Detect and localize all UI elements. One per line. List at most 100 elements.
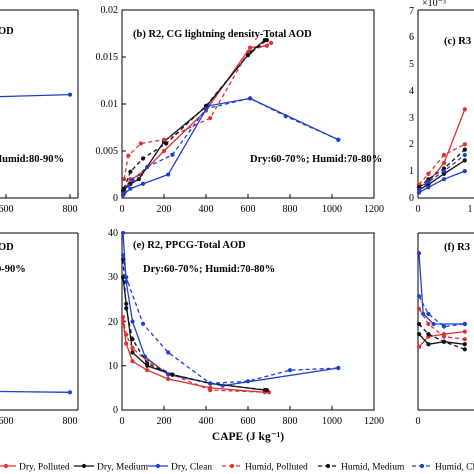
- series-line: [418, 308, 465, 340]
- series-line: [0, 390, 71, 393]
- series-line: [122, 39, 266, 191]
- data-point: [130, 345, 135, 351]
- data-point: [462, 337, 467, 342]
- y-tick-label: 0: [409, 193, 414, 204]
- data-point: [441, 339, 447, 344]
- data-point: [170, 152, 175, 157]
- x-tick-label: 1: [468, 204, 473, 215]
- x-tick-label: 1000: [322, 204, 342, 215]
- data-point: [136, 177, 141, 182]
- series-line: [418, 333, 465, 345]
- y-tick-label: 0.02: [101, 5, 119, 16]
- legend-marker: [229, 463, 235, 469]
- plot-frame: [121, 232, 375, 411]
- data-point: [462, 152, 467, 158]
- legend-label: Humid, Medium: [341, 463, 405, 473]
- legend-marker: [81, 463, 87, 469]
- data-point: [416, 187, 422, 193]
- series-line: [418, 154, 466, 191]
- data-point: [203, 106, 209, 111]
- x-tick-label: 200: [157, 416, 172, 427]
- data-point: [120, 253, 126, 258]
- panel-title: (e) R2, PPCG-Total AOD: [133, 240, 246, 251]
- panel-bottom-left: 600 800 OD 0-90%: [0, 232, 79, 427]
- data-point: [416, 332, 422, 337]
- y-tick-label: 1: [409, 166, 414, 177]
- panel-top-left: 600 800 OD Humid:80-90%: [0, 9, 79, 215]
- x-tick-label: 800: [63, 204, 78, 215]
- x-tick-label: 600: [241, 204, 256, 215]
- data-point: [130, 337, 135, 342]
- data-point: [140, 321, 146, 326]
- data-point: [441, 169, 447, 174]
- data-point: [145, 361, 150, 366]
- data-point: [426, 321, 431, 327]
- data-point: [426, 171, 431, 176]
- panel-annotation: Dry:60-70%; Humid:70-80%: [143, 264, 275, 275]
- data-point: [416, 306, 422, 311]
- series-line: [123, 97, 339, 194]
- data-point: [166, 172, 171, 177]
- data-point: [122, 186, 127, 191]
- data-point: [220, 383, 225, 388]
- series-layer: [0, 92, 73, 98]
- series-layer: [0, 390, 73, 395]
- x-tick-label: 200: [157, 204, 172, 215]
- data-point: [462, 142, 467, 147]
- legend: Dry, Polluted Dry, Medium Dry, Clean Humid,…: [0, 463, 474, 473]
- y-tick-label: 20: [108, 317, 118, 328]
- y-tick-label: 10: [108, 361, 118, 372]
- x-axis-label: CAPE (J kg⁻¹): [212, 431, 284, 443]
- y-tick-label: 0.015: [96, 52, 119, 63]
- legend-label: Humid, Polluted: [245, 463, 308, 473]
- data-point: [126, 153, 131, 158]
- data-point: [287, 368, 293, 373]
- y-tick-label: 6: [409, 32, 414, 43]
- data-point: [245, 379, 251, 384]
- legend-marker: [3, 463, 9, 469]
- data-point: [462, 147, 467, 152]
- x-tick-label: 600: [241, 416, 256, 427]
- data-point: [128, 186, 133, 191]
- series-line: [122, 232, 339, 387]
- series-layer: [416, 107, 467, 195]
- panel-f: 0 (f) R3: [416, 232, 474, 427]
- y-tick-label: 0.01: [101, 99, 119, 110]
- tick-layer: 0 200 400 600 800 1000 1200 0 0.005 0.01…: [96, 5, 385, 215]
- data-point: [336, 365, 341, 371]
- data-point: [67, 92, 73, 97]
- panel-title: OD: [0, 26, 14, 37]
- series-line: [122, 277, 265, 391]
- data-point: [166, 376, 171, 382]
- series-line: [418, 295, 465, 328]
- data-point: [336, 137, 341, 142]
- data-point: [462, 321, 467, 327]
- data-point: [441, 160, 447, 166]
- legend-label: Humid, Clean: [435, 463, 474, 473]
- data-point: [416, 344, 422, 349]
- panel-title: (c) R3: [444, 36, 471, 47]
- y-tick-label: 0: [113, 193, 118, 204]
- data-point: [124, 332, 129, 337]
- panel-title: (f) R3: [444, 242, 470, 253]
- data-point: [143, 354, 148, 359]
- data-point: [145, 368, 150, 373]
- series-line: [418, 109, 466, 188]
- data-point: [130, 350, 135, 355]
- y-tick-label: 2: [409, 139, 414, 150]
- y-tick-label: 5: [409, 59, 414, 70]
- panel-annotation: Dry:60-70%; Humid:70-80%: [250, 154, 382, 165]
- data-point: [170, 372, 175, 377]
- data-point: [426, 185, 431, 190]
- legend-marker: [419, 463, 425, 469]
- y-tick-label: 4: [409, 86, 414, 97]
- data-point: [462, 347, 467, 352]
- data-point: [140, 156, 146, 161]
- series-line: [418, 253, 465, 325]
- data-point: [245, 53, 251, 58]
- panel-annotation: 0-90%: [0, 264, 26, 275]
- y-tick-label: 7: [409, 6, 414, 17]
- data-point: [426, 342, 431, 347]
- data-point: [120, 314, 126, 320]
- x-tick-label: 400: [199, 204, 214, 215]
